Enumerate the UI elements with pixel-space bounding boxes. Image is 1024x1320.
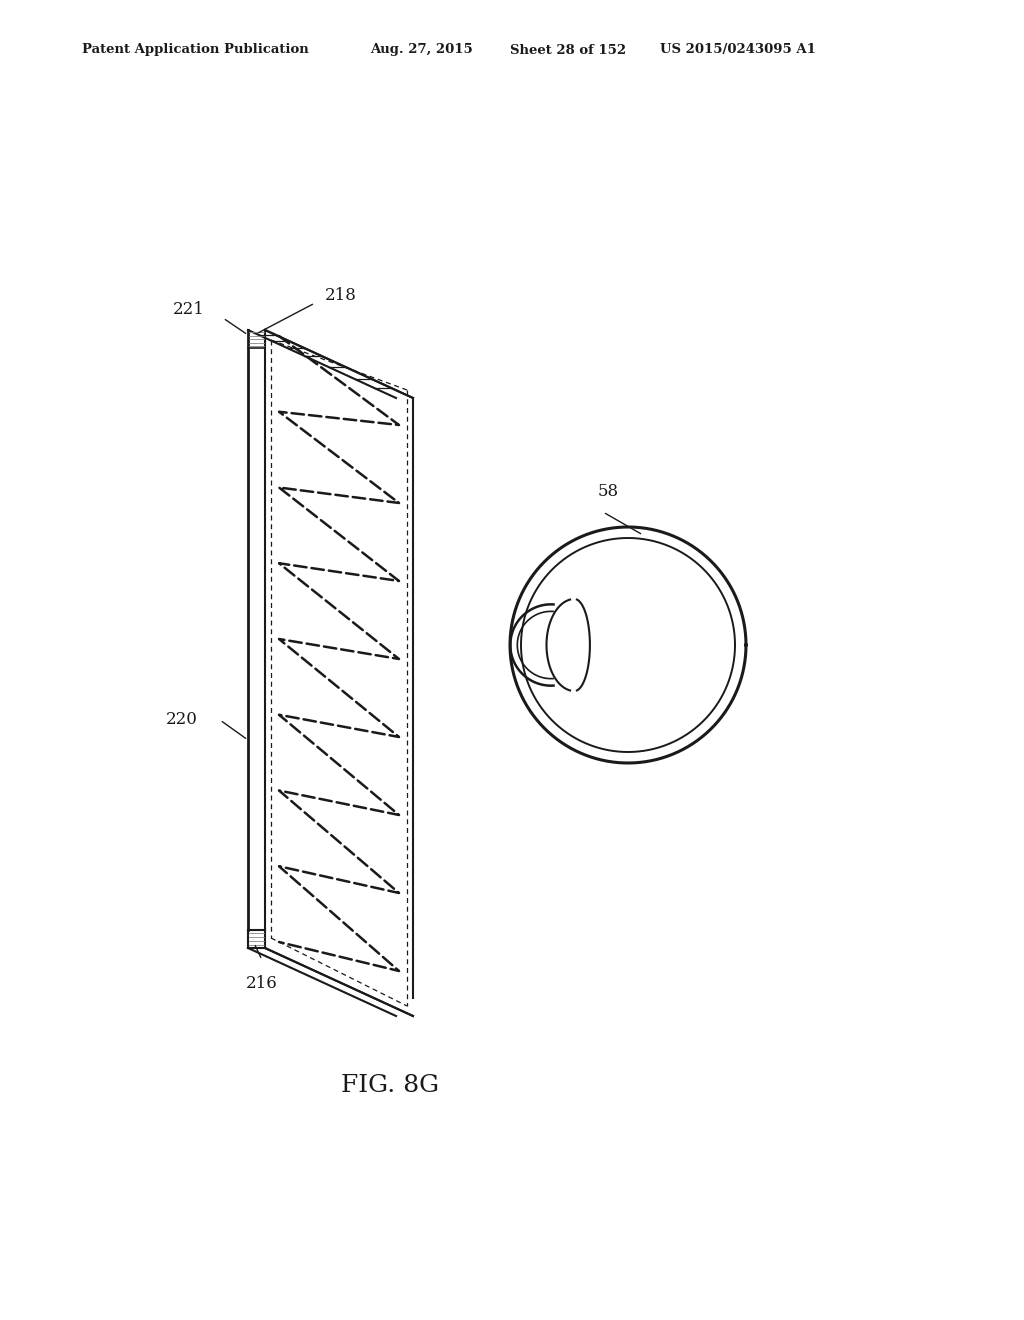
Text: 216: 216 [246,975,278,993]
Text: US 2015/0243095 A1: US 2015/0243095 A1 [660,44,816,57]
Text: 221: 221 [173,301,205,318]
Text: 58: 58 [597,483,618,500]
Text: FIG. 8G: FIG. 8G [341,1073,439,1097]
Text: Patent Application Publication: Patent Application Publication [82,44,309,57]
Text: 218: 218 [325,286,357,304]
Text: Sheet 28 of 152: Sheet 28 of 152 [510,44,626,57]
Text: Aug. 27, 2015: Aug. 27, 2015 [370,44,473,57]
Text: 220: 220 [166,711,198,729]
